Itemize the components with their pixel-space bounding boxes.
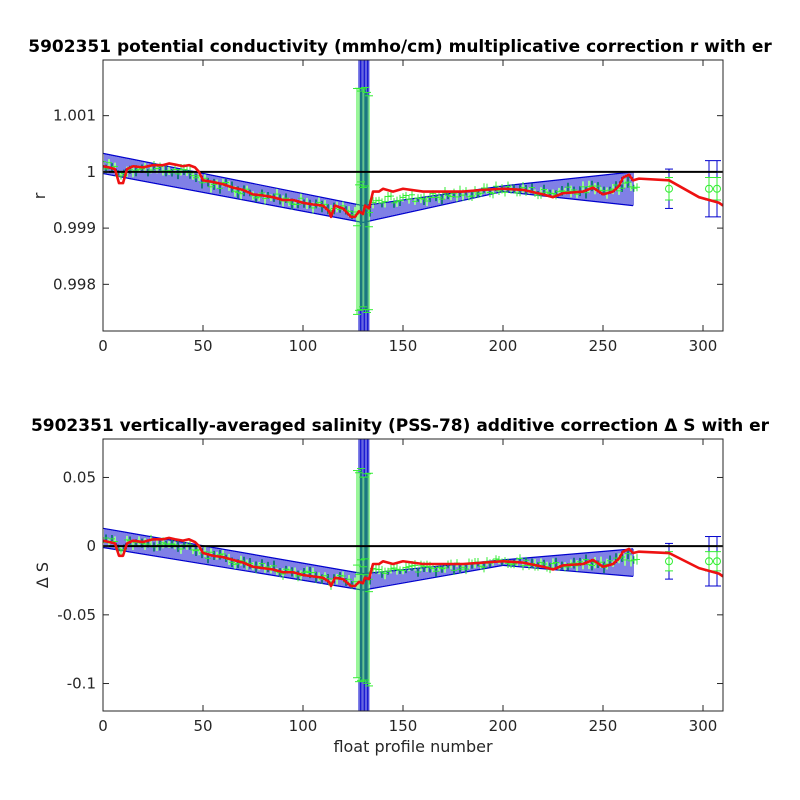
data-isolated-point — [665, 557, 673, 566]
x-tick-label: 0 — [98, 717, 108, 735]
y-tick-label: -0.05 — [57, 606, 96, 624]
fit-band-lower — [362, 190, 504, 224]
y-tick-label: 1 — [86, 163, 96, 181]
x-tick-label: 250 — [589, 717, 618, 735]
y-tick-label: 1.001 — [53, 107, 96, 125]
y-axis-label: r — [30, 192, 49, 199]
x-tick-label: 50 — [193, 717, 212, 735]
x-tick-label: 100 — [289, 717, 318, 735]
axis-ticks: 0 50 100 150 200 250 300 0.998 0.999 1 1.001 — [53, 60, 723, 355]
y-tick-label: 0.999 — [53, 219, 96, 237]
x-tick-label: 150 — [389, 337, 418, 355]
correction-line — [103, 162, 723, 219]
x-tick-label: 100 — [289, 337, 318, 355]
y-tick-label: -0.1 — [67, 675, 96, 693]
salinity-correction-chart: 5902351 vertically-averaged salinity (PS… — [31, 416, 770, 756]
fit-band-lower — [362, 564, 504, 591]
y-tick-label: 0 — [86, 537, 96, 555]
fit-band-lower — [502, 564, 634, 577]
correction-line — [103, 536, 723, 588]
x-tick-label: 50 — [193, 337, 212, 355]
plot-area — [103, 60, 723, 331]
y-tick-label: 0.998 — [53, 275, 96, 293]
x-tick-label: 300 — [689, 717, 718, 735]
x-tick-label: 150 — [389, 717, 418, 735]
x-tick-label: 200 — [489, 717, 518, 735]
axes-frame — [102, 438, 724, 712]
fit-band-upper — [103, 527, 364, 575]
chart-title: 5902351 potential conductivity (mmho/cm)… — [28, 37, 772, 57]
x-tick-label: 200 — [489, 337, 518, 355]
fit-band-lower — [103, 546, 364, 591]
x-tick-label: 250 — [589, 337, 618, 355]
data-isolated-point — [713, 184, 721, 193]
y-axis-label: Δ S — [33, 562, 52, 588]
data-isolated-point — [705, 557, 713, 566]
fit-band-upper — [502, 171, 634, 187]
x-tick-label: 300 — [689, 337, 718, 355]
plot-area — [103, 439, 723, 711]
fit-band-upper — [103, 152, 364, 207]
chart-title: 5902351 vertically-averaged salinity (PS… — [31, 416, 770, 436]
fit-band-lower — [103, 172, 364, 224]
data-isolated-point — [665, 184, 673, 193]
fit-band-lower — [502, 190, 634, 207]
axes-frame — [102, 59, 724, 332]
data-isolated-point — [713, 557, 721, 566]
y-tick-label: 0.05 — [63, 468, 96, 486]
x-axis-label: float profile number — [333, 737, 493, 756]
data-isolated-point — [705, 184, 713, 193]
x-tick-label: 0 — [98, 337, 108, 355]
conductivity-correction-chart: 5902351 potential conductivity (mmho/cm)… — [28, 37, 772, 355]
fit-band-upper — [502, 548, 634, 561]
axis-ticks: 0 50 100 150 200 250 300 -0.1 -0.05 0 0.05 — [57, 439, 723, 735]
